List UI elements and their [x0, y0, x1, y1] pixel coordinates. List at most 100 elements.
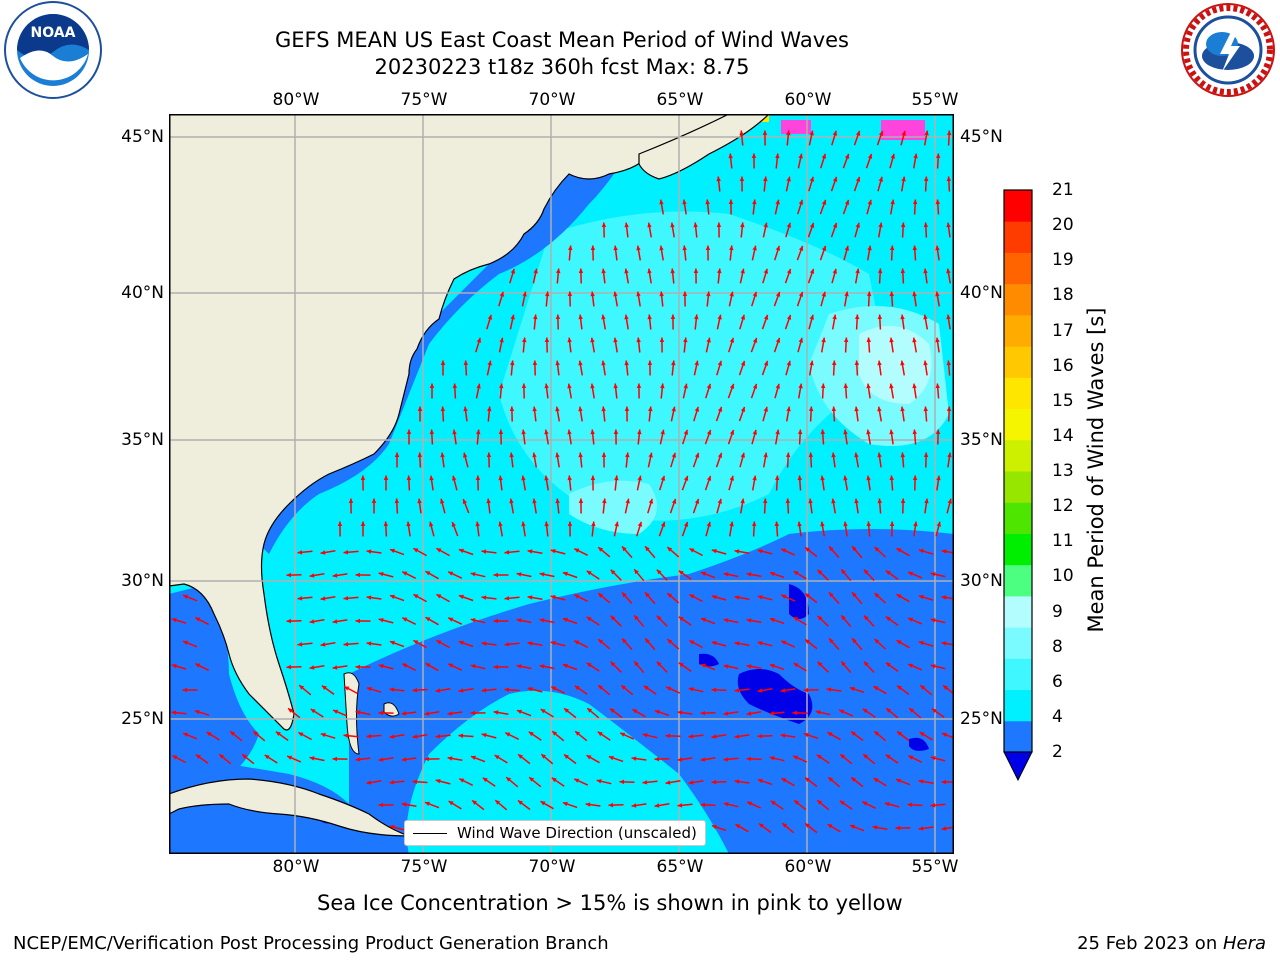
wave-direction-arrowhead [912, 291, 917, 297]
wave-direction-arrowhead [729, 245, 734, 251]
wave-direction-arrowhead [645, 546, 650, 552]
wave-direction-arrowhead [182, 687, 187, 693]
wave-direction-arrowhead [740, 360, 746, 366]
wave-direction-arrowhead [671, 406, 676, 412]
wave-direction-arrowhead [682, 245, 687, 251]
wave-direction-arrowhead [774, 475, 780, 481]
colorbar-tick-label: 8 [1052, 636, 1063, 657]
wave-direction-arrowhead [366, 595, 372, 600]
wave-direction-arrowhead [786, 268, 792, 274]
wave-direction-arrowhead [918, 594, 924, 600]
wave-direction-arrowhead [533, 314, 538, 320]
wave-direction-arrowhead [886, 708, 892, 713]
wave-direction-arrowhead [555, 498, 560, 504]
wave-direction-arrowhead [332, 756, 337, 762]
wave-direction-arrowhead [763, 406, 768, 412]
colorbar-segment [1004, 720, 1032, 753]
wave-direction-arrowhead [827, 732, 833, 737]
wave-direction-arrowhead [667, 593, 673, 598]
wave-direction-arrowhead [539, 664, 545, 669]
wave-direction-arrowhead [532, 406, 537, 412]
wave-direction-arrowhead [763, 360, 769, 366]
wave-direction-arrowhead [896, 594, 902, 599]
wave-direction-arrowhead [763, 452, 768, 458]
wave-direction-arrowhead [436, 640, 442, 645]
wave-direction-arrowhead [332, 619, 338, 624]
wave-direction-arrowhead [923, 176, 929, 182]
wave-direction-arrowhead [586, 662, 592, 668]
wave-direction-arrowhead [792, 710, 797, 716]
wave-direction-arrowhead [610, 708, 615, 713]
wave-direction-arrowhead [625, 498, 630, 504]
wave-direction-arrowhead [574, 778, 580, 783]
wave-direction-arrowhead [854, 452, 859, 458]
wave-direction-arrowhead [752, 199, 757, 205]
wave-direction-arrowhead [682, 199, 687, 205]
wave-direction-arrowhead [516, 664, 522, 669]
wave-direction-arrowhead [667, 547, 673, 552]
colorbar-segment [1004, 689, 1032, 722]
wave-direction-arrowhead [360, 475, 366, 480]
wave-direction-arrowhead [935, 199, 941, 205]
wave-direction-arrowhead [613, 291, 618, 297]
wave-direction-arrowhead [820, 521, 825, 527]
wave-direction-arrowhead [671, 498, 677, 504]
lat-label-right: 25°N [960, 709, 1003, 729]
wave-direction-arrowhead [551, 686, 557, 691]
wave-direction-arrowhead [706, 383, 712, 389]
wave-direction-arrowhead [206, 732, 212, 737]
wave-direction-arrowhead [406, 475, 412, 481]
wave-direction-arrowhead [793, 755, 799, 760]
wave-direction-arrowhead [486, 498, 491, 504]
wave-direction-arrowhead [378, 664, 384, 669]
wave-direction-arrowhead [487, 360, 492, 366]
wave-direction-arrowhead [195, 617, 201, 622]
wave-direction-arrowhead [900, 314, 905, 320]
wave-direction-arrowhead [495, 800, 501, 805]
wave-direction-arrowhead [383, 521, 389, 527]
wave-direction-arrowhead [701, 663, 706, 668]
wave-direction-arrowhead [447, 756, 453, 761]
wave-direction-arrowhead [700, 710, 706, 716]
wave-direction-arrowhead [734, 549, 740, 554]
colorbar-segment [1004, 595, 1032, 628]
wave-direction-arrowhead [930, 756, 936, 761]
wave-direction-arrowhead [425, 663, 431, 668]
wave-direction-arrowhead [797, 475, 803, 481]
wave-direction-arrowhead [751, 521, 757, 527]
wave-direction-arrowhead [509, 452, 514, 458]
wave-direction-arrowhead [762, 130, 768, 135]
wave-direction-arrowhead [763, 176, 768, 182]
wave-direction-arrowhead [622, 592, 627, 598]
wave-direction-arrowhead [429, 475, 434, 481]
wave-direction-arrowhead [885, 662, 891, 668]
wave-direction-arrowhead [504, 550, 510, 555]
wave-direction-arrowhead [866, 521, 871, 527]
wave-direction-arrowhead [820, 383, 826, 389]
wave-direction-arrowhead [855, 222, 860, 228]
wave-direction-arrowhead [878, 176, 883, 182]
wave-direction-arrowhead [436, 594, 442, 599]
wave-direction-arrowhead [786, 360, 791, 366]
wave-direction-arrowhead [877, 406, 882, 412]
branch-credit: NCEP/EMC/Verification Post Processing Pr… [13, 933, 609, 954]
wave-direction-arrowhead [752, 337, 758, 343]
wave-direction-arrowhead [711, 595, 717, 600]
wave-direction-arrowhead [529, 777, 535, 782]
wave-direction-arrowhead [912, 429, 917, 435]
wave-direction-arrowhead [729, 521, 734, 527]
wave-direction-arrowhead [567, 383, 572, 389]
wave-direction-arrowhead [723, 802, 729, 807]
wave-direction-arrowhead [694, 406, 700, 412]
colorbar-label: Mean Period of Wind Waves [s] [1084, 307, 1108, 633]
wave-direction-arrowhead [195, 663, 201, 668]
wave-direction-arrowhead [667, 639, 673, 644]
wave-direction-arrowhead [389, 825, 395, 830]
wave-direction-arrowhead [424, 756, 429, 762]
wave-direction-arrowhead [458, 548, 464, 554]
wave-direction-arrowhead [798, 245, 804, 251]
wave-direction-arrowhead [946, 176, 952, 182]
wave-direction-arrowhead [734, 595, 740, 600]
wave-direction-arrowhead [912, 383, 917, 389]
wave-direction-arrowhead [900, 268, 906, 274]
